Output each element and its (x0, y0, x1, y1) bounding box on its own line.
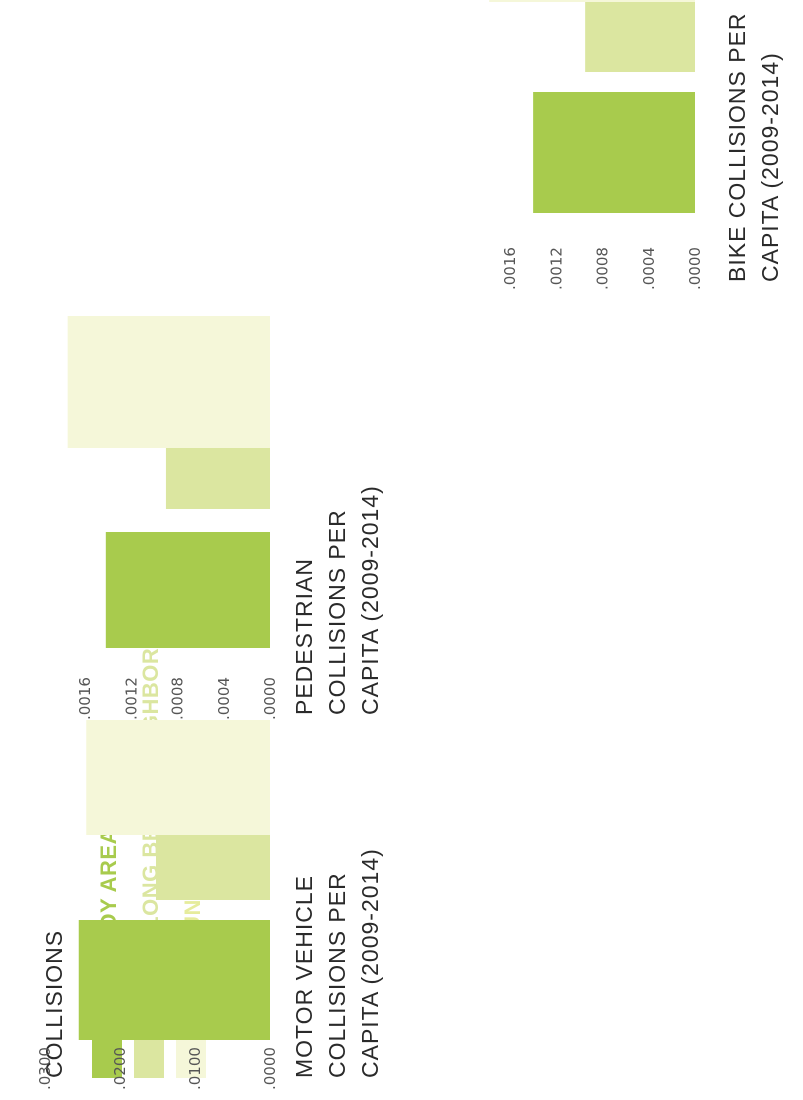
chart-3: .0000 .0004 .0008 .0012 .0016 BIKE COLLISIONS… (489, 0, 783, 290)
tick-label: .0012 (547, 247, 565, 290)
category-label-line: COLLISIONS PER (324, 509, 350, 715)
tick-label: .0008 (169, 677, 187, 720)
category-label-line: COLLISIONS PER (324, 872, 350, 1078)
tick-label: .0008 (594, 247, 612, 290)
category-label-line: CAPITA (2009-2014) (357, 485, 383, 715)
tick-label: .0016 (501, 247, 519, 290)
category-label-line: PEDESTRIAN (291, 558, 317, 715)
tick-label: .0000 (686, 247, 704, 290)
category-label-line: CAPITA (2009-2014) (757, 52, 783, 282)
category-label-line: MOTOR VEHICLE (291, 875, 317, 1078)
bar-1 (79, 920, 270, 1040)
tick-label: .0100 (186, 1047, 204, 1090)
chart-1: .0000 .0100 .0200 .0300 MOTOR VEHICLE COLLISI… (36, 720, 383, 1090)
bar-2 (585, 0, 695, 72)
category-label-line: BIKE COLLISIONS PER (724, 12, 750, 282)
tick-label: .0300 (36, 1047, 54, 1090)
bar-3 (489, 0, 695, 2)
bar-3 (86, 720, 270, 835)
tick-label: .0012 (122, 677, 140, 720)
tick-label: .0000 (261, 677, 279, 720)
bar-3 (68, 316, 270, 448)
tick-label: .0016 (76, 677, 94, 720)
tick-label: .0000 (261, 1047, 279, 1090)
charts: .0000 .0100 .0200 .0300 MOTOR VEHICLE COLLISI… (36, 0, 783, 1090)
chart-2: .0000 .0004 .0008 .0012 .0016 PEDESTRIAN COLLI… (68, 316, 383, 720)
bar-1 (106, 532, 270, 648)
bar-1 (533, 92, 695, 213)
tick-label: .0004 (640, 247, 658, 290)
category-label-line: CAPITA (2009-2014) (357, 848, 383, 1078)
tick-label: .0004 (215, 677, 233, 720)
tick-label: .0200 (111, 1047, 129, 1090)
